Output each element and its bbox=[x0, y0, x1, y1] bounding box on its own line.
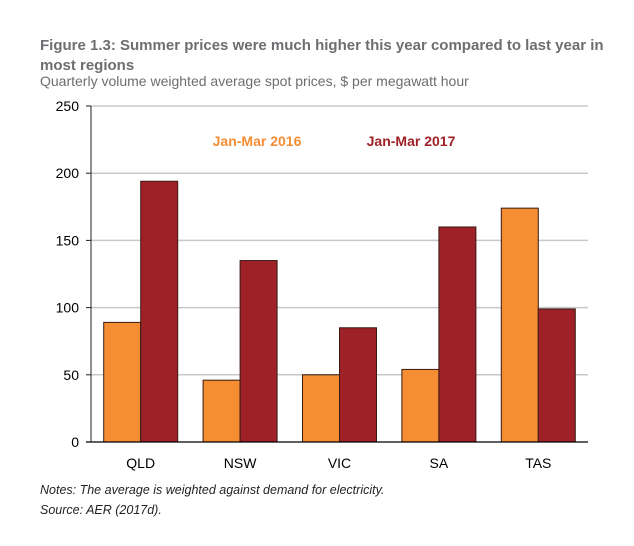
x-tick-label: SA bbox=[430, 455, 449, 471]
source-text: Source: AER (2017d). bbox=[40, 503, 162, 517]
bar-sa-2017 bbox=[438, 226, 477, 443]
chart-title: Figure 1.3: Summer prices were much high… bbox=[40, 37, 604, 74]
x-tick-label: TAS bbox=[525, 455, 551, 471]
legend-entry-2017: Jan-Mar 2017 bbox=[367, 133, 456, 149]
x-tick-label: NSW bbox=[224, 455, 257, 471]
y-tick-label: 0 bbox=[71, 434, 79, 450]
bar-vic-2017 bbox=[339, 327, 377, 443]
tick-labels: 0 50 100 150 200 250 QLD NSW VIC SA TAS bbox=[56, 98, 552, 471]
chart-notes: Notes: The average is weighted against d… bbox=[40, 480, 384, 520]
notes-text: Notes: The average is weighted against d… bbox=[40, 483, 385, 497]
y-tick-label: 150 bbox=[56, 232, 80, 248]
y-tick-label: 250 bbox=[56, 98, 80, 114]
legend: Jan-Mar 2016 Jan-Mar 2017 bbox=[213, 133, 456, 149]
bar-tas-2017 bbox=[537, 308, 576, 443]
bars bbox=[103, 180, 576, 443]
y-tick-label: 100 bbox=[56, 300, 80, 316]
legend-entry-2016: Jan-Mar 2016 bbox=[213, 133, 302, 149]
y-tick-label: 200 bbox=[56, 165, 80, 181]
chart-subtitle: Quarterly volume weighted average spot p… bbox=[40, 73, 469, 89]
bar-nsw-2016 bbox=[202, 379, 241, 443]
axes bbox=[86, 105, 588, 443]
bar-vic-2016 bbox=[302, 374, 340, 443]
y-tick-label: 50 bbox=[63, 367, 79, 383]
bar-tas-2016 bbox=[500, 207, 539, 443]
x-tick-label: QLD bbox=[126, 455, 155, 471]
x-tick-label: VIC bbox=[328, 455, 351, 471]
bar-qld-2016 bbox=[103, 321, 142, 443]
bar-sa-2016 bbox=[401, 368, 440, 443]
bar-qld-2017 bbox=[140, 180, 179, 443]
bar-nsw-2017 bbox=[239, 260, 278, 443]
